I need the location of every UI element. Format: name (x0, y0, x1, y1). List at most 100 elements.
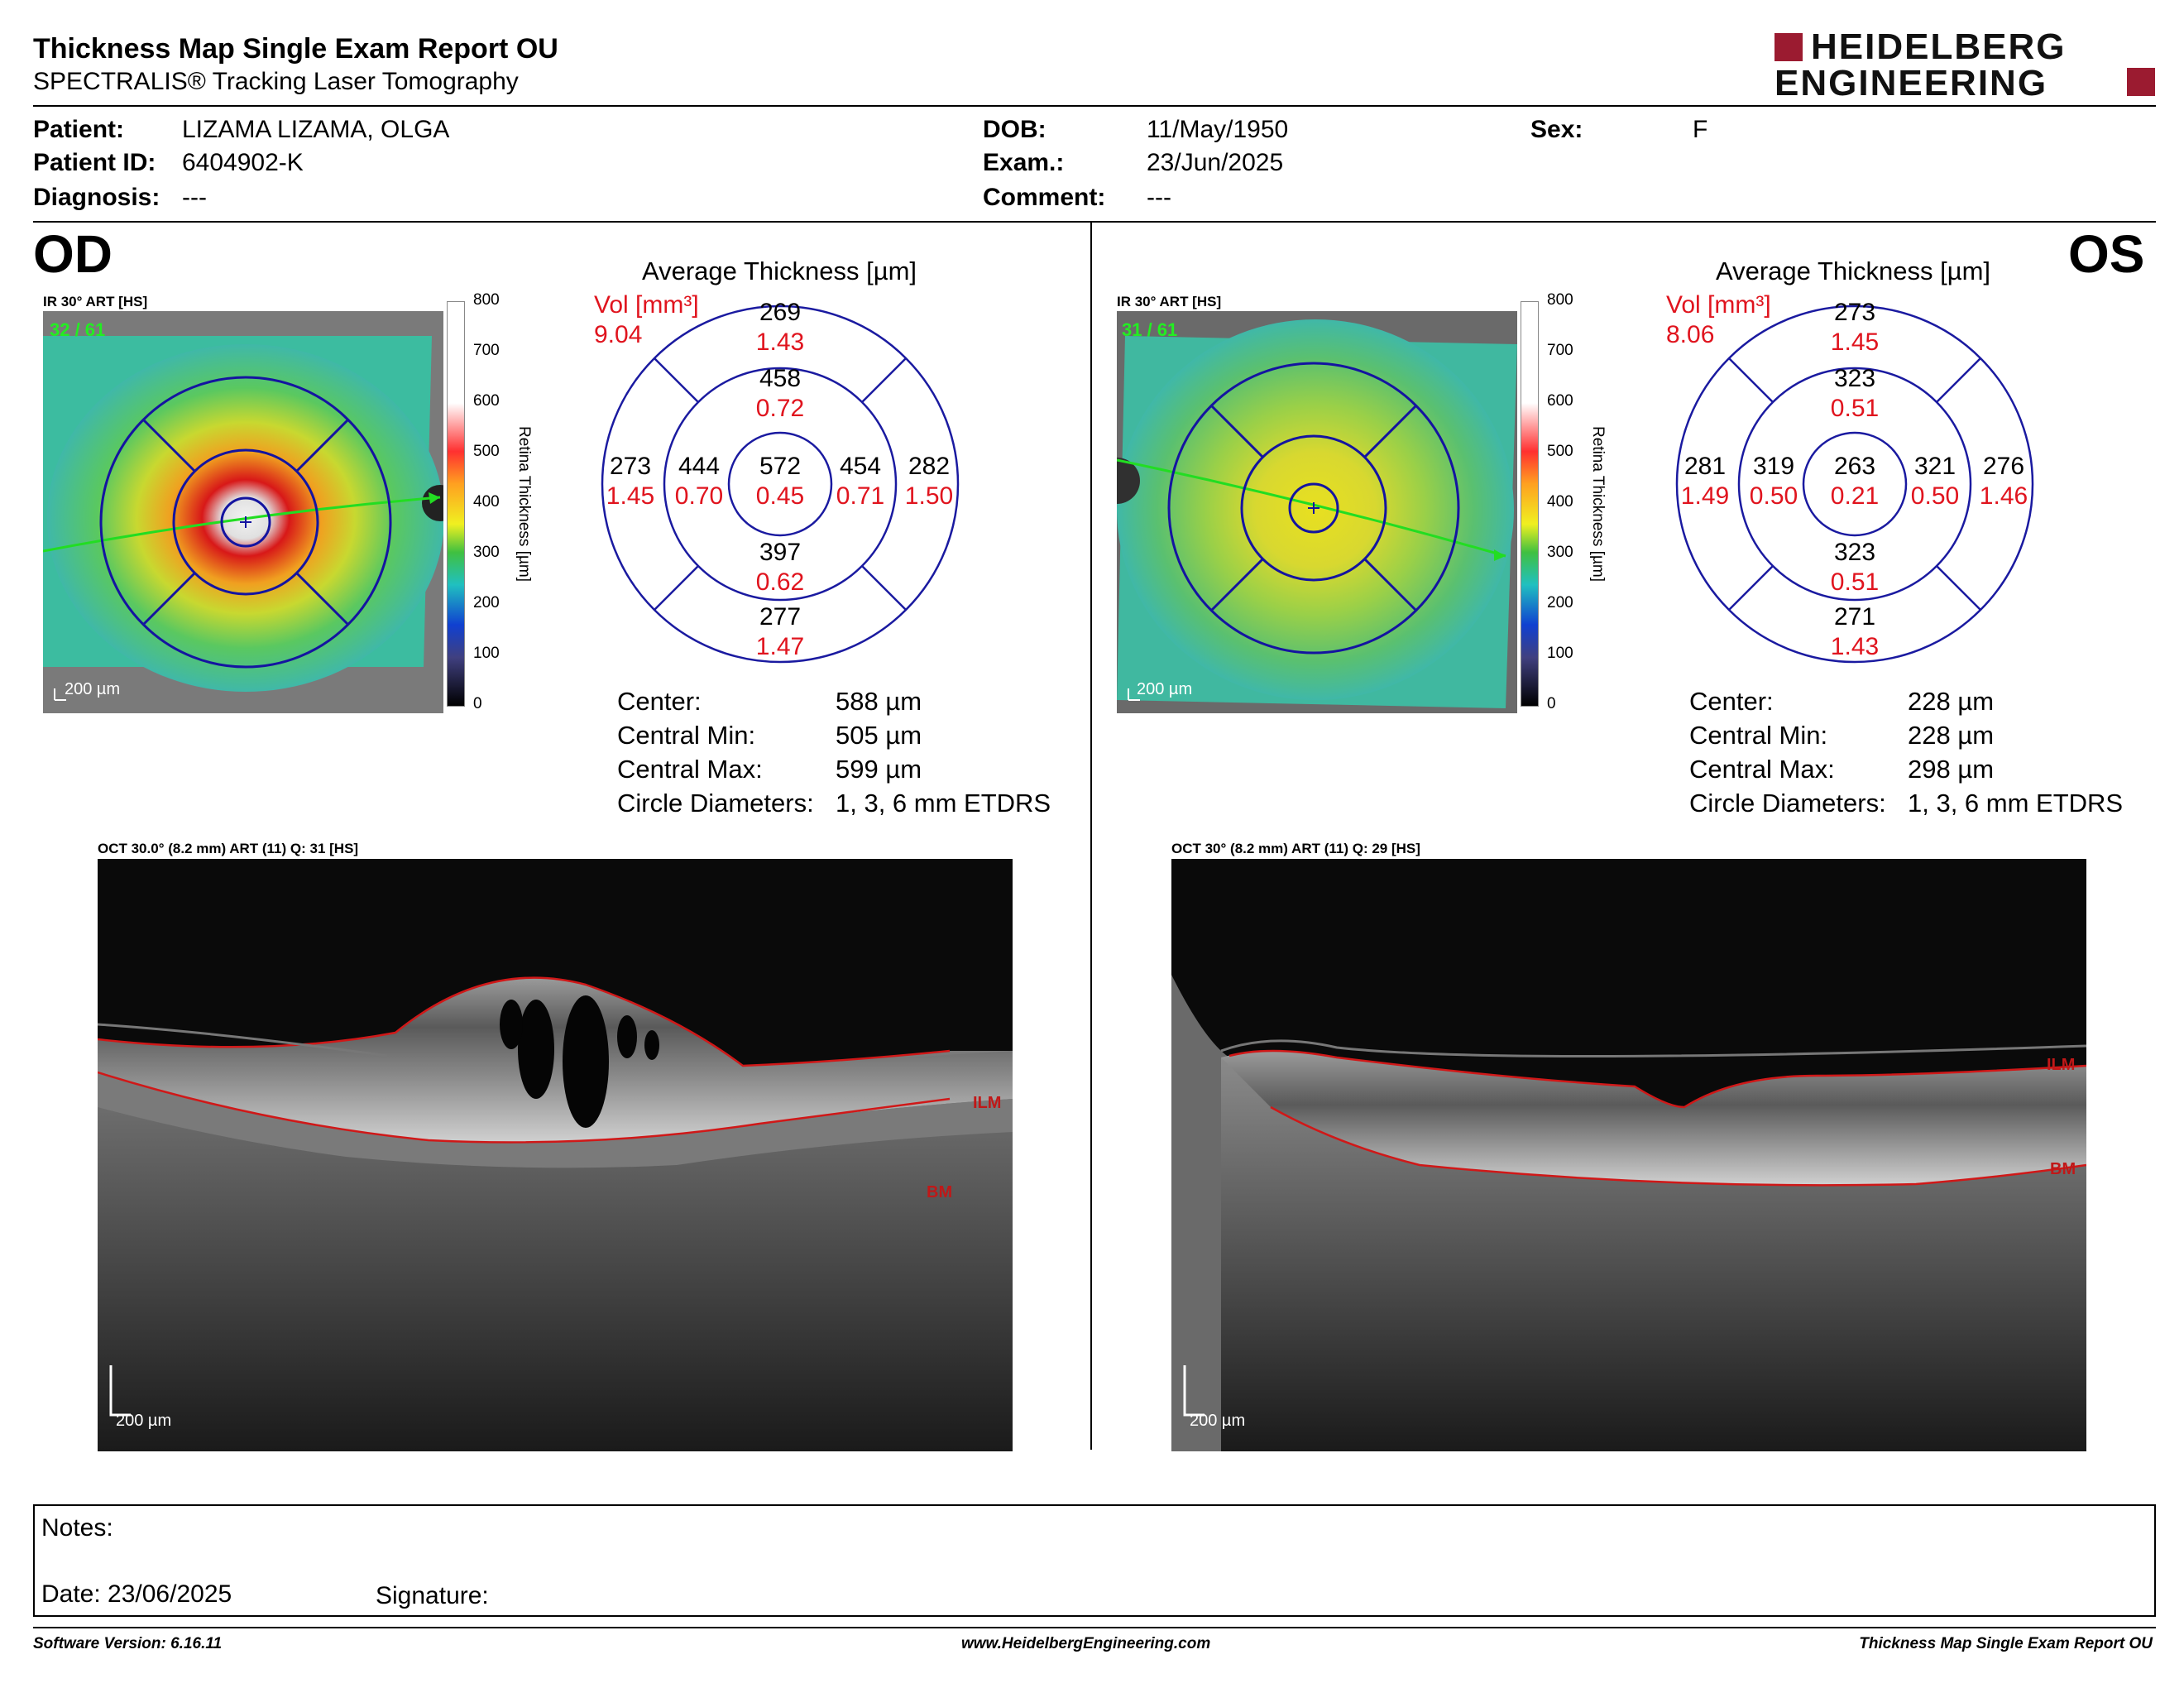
od-colorbar-tick-500: 500 (473, 443, 500, 460)
od-sector-bottom-outer: 277 1.47 (739, 602, 821, 662)
od-oct-bm-label: BM (927, 1183, 953, 1201)
os-colorbar-tick-600: 600 (1547, 392, 1573, 410)
od-center-thickness: 572 (759, 453, 802, 480)
od-top-outer-thickness: 269 (759, 299, 802, 326)
footer-report-name: Thickness Map Single Exam Report OU (1859, 1635, 2153, 1652)
os-vol-value: 8.06 (1666, 321, 1715, 348)
os-sector-nasal-inner: 319 0.50 (1741, 452, 1807, 511)
os-bottom-inner-thickness: 323 (1833, 539, 1876, 566)
od-sector-bottom-inner: 397 0.62 (739, 538, 821, 597)
os-sector-temporal-outer: 276 1.46 (1971, 452, 2037, 511)
od-top-inner-volume: 0.72 (755, 395, 805, 422)
logo-square-top (1774, 33, 1803, 61)
software-version: Software Version: 6.16.11 (33, 1635, 223, 1652)
od-bottom-inner-volume: 0.62 (755, 568, 805, 596)
od-top-outer-volume: 1.43 (755, 328, 805, 356)
os-top-inner-thickness: 323 (1833, 365, 1876, 392)
od-colorbar-tick-700: 700 (473, 342, 500, 359)
os-oct-bscan (1171, 859, 2086, 1451)
os-top-inner-volume: 0.51 (1830, 395, 1880, 422)
os-stat-max-value: 298 µm (1908, 755, 1995, 784)
os-temporal-inner-thickness: 321 (1913, 453, 1956, 480)
notes-label: Notes: (41, 1514, 113, 1542)
od-sector-center: 572 0.45 (739, 452, 821, 511)
od-nasal-inner-volume: 0.70 (674, 482, 724, 510)
os-colorbar-tick-500: 500 (1547, 443, 1573, 460)
os-colorbar-tick-100: 100 (1547, 645, 1573, 662)
os-sector-top-outer: 273 1.45 (1813, 298, 1896, 357)
os-avg-title: Average Thickness [µm] (1716, 257, 1991, 285)
od-colorbar-tick-200: 200 (473, 594, 500, 611)
os-quality-label: 31 / 61 (1122, 319, 1178, 340)
od-stat-center-label: Center: (617, 687, 702, 716)
os-stat-min-label: Central Min: (1689, 721, 1828, 750)
logo-line-1: HEIDELBERG (1811, 26, 2067, 67)
patient-id-label: Patient ID: (33, 149, 156, 176)
od-stat-center-value: 588 µm (836, 687, 922, 716)
od-colorbar-label: Retina Thickness [µm] (515, 426, 533, 582)
heidelberg-logo: HEIDELBERG ENGINEERING (1774, 26, 2155, 103)
od-nasal-inner-thickness: 444 (678, 453, 721, 480)
os-stat-center-value: 228 µm (1908, 687, 1995, 716)
os-colorbar-tick-200: 200 (1547, 594, 1573, 611)
website-link[interactable]: www.HeidelbergEngineering.com (961, 1635, 1211, 1652)
report-title: Thickness Map Single Exam Report OU (33, 33, 558, 65)
date-label: Date: 23/06/2025 (41, 1580, 232, 1608)
exam-value: 23/Jun/2025 (1147, 149, 1284, 176)
od-temporal-outer-volume: 1.50 (904, 482, 954, 510)
os-bottom-inner-volume: 0.51 (1830, 568, 1880, 596)
os-oct-scale: 200 µm (1190, 1412, 1246, 1430)
od-sector-nasal-outer: 273 1.45 (597, 452, 663, 511)
patient-id-value: 6404902-K (182, 149, 304, 176)
os-nasal-inner-volume: 0.50 (1749, 482, 1798, 510)
os-sector-bottom-inner: 323 0.51 (1813, 538, 1896, 597)
sex-label: Sex: (1530, 116, 1583, 143)
notes-box[interactable]: Notes: Date: 23/06/2025 Signature: (33, 1504, 2156, 1617)
os-stat-diam-value: 1, 3, 6 mm ETDRS (1908, 789, 2124, 818)
od-colorbar-tick-400: 400 (473, 493, 500, 511)
od-oct-label: OCT 30.0° (8.2 mm) ART (11) Q: 31 [HS] (98, 841, 359, 856)
os-center-volume: 0.21 (1830, 482, 1880, 510)
os-stat-max-label: Central Max: (1689, 755, 1835, 784)
od-stat-min-value: 505 µm (836, 721, 922, 750)
os-ir-label: IR 30° ART [HS] (1117, 294, 1222, 309)
dob-value: 11/May/1950 (1147, 116, 1289, 143)
os-center-thickness: 263 (1833, 453, 1876, 480)
header-divider (33, 105, 2156, 107)
os-nasal-outer-volume: 1.49 (1680, 482, 1730, 510)
patient-divider (33, 221, 2156, 223)
os-oct-bm-label: BM (2050, 1160, 2076, 1178)
report-subtitle: SPECTRALIS® Tracking Laser Tomography (33, 68, 519, 95)
od-colorbar-tick-800: 800 (473, 291, 500, 309)
os-bottom-outer-thickness: 271 (1833, 603, 1876, 631)
os-stat-center-label: Center: (1689, 687, 1774, 716)
od-temporal-inner-thickness: 454 (839, 453, 882, 480)
eye-divider (1090, 222, 1092, 1450)
exam-label: Exam.: (983, 149, 1065, 176)
od-oct-scale: 200 µm (116, 1412, 172, 1430)
od-stat-diam-label: Circle Diameters: (617, 789, 814, 818)
os-eye-label: OS (2068, 224, 2145, 284)
os-temporal-inner-volume: 0.50 (1910, 482, 1960, 510)
os-colorbar-tick-700: 700 (1547, 342, 1573, 359)
od-eye-label: OD (33, 224, 113, 284)
footer-divider (33, 1627, 2156, 1628)
od-stat-min-label: Central Min: (617, 721, 756, 750)
signature-label: Signature: (376, 1582, 489, 1609)
diagnosis-label: Diagnosis: (33, 184, 160, 211)
od-map-scale: 200 µm (65, 680, 121, 698)
od-nasal-outer-volume: 1.45 (606, 482, 655, 510)
od-sector-top-outer: 269 1.43 (739, 298, 821, 357)
os-thickness-map (1117, 311, 1517, 713)
os-colorbar (1521, 301, 1539, 707)
od-stat-diam-value: 1, 3, 6 mm ETDRS (836, 789, 1051, 818)
od-sector-nasal-inner: 444 0.70 (666, 452, 732, 511)
od-ir-label: IR 30° ART [HS] (43, 294, 148, 309)
diagnosis-value: --- (182, 184, 207, 211)
os-sector-nasal-outer: 281 1.49 (1672, 452, 1738, 511)
od-thickness-map (43, 311, 443, 713)
os-etdrs-grid (1675, 305, 2034, 664)
od-colorbar-tick-0: 0 (473, 695, 482, 712)
od-stat-max-value: 599 µm (836, 755, 922, 784)
os-vol-label: Vol [mm³] (1666, 291, 1771, 319)
